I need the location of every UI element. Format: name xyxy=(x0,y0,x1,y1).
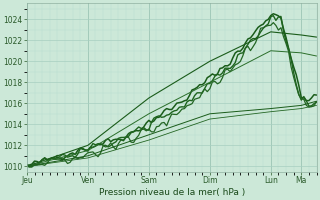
X-axis label: Pression niveau de la mer( hPa ): Pression niveau de la mer( hPa ) xyxy=(99,188,245,197)
